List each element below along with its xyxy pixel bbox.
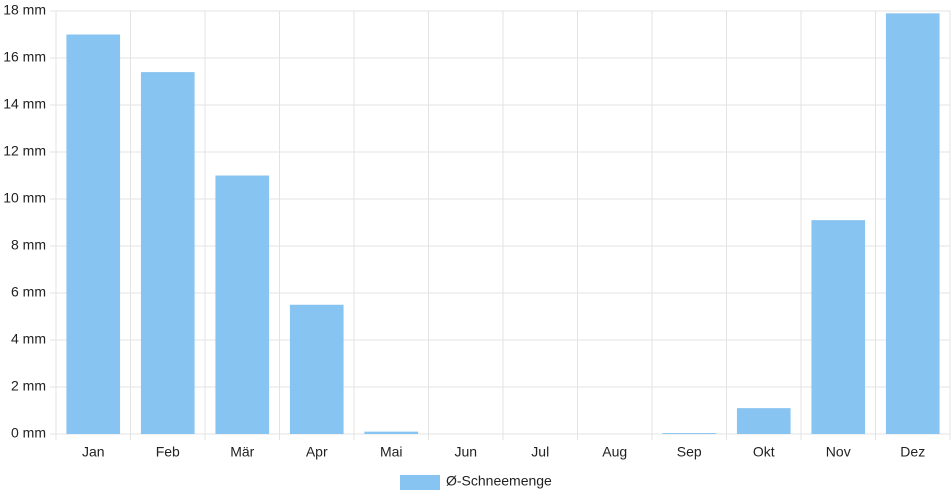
x-tick-label: Okt: [753, 444, 775, 460]
bar: [140, 72, 195, 434]
y-tick-label: 18 mm: [3, 2, 46, 18]
bar: [662, 433, 717, 434]
y-tick-label: 0 mm: [11, 425, 46, 441]
x-tick-label: Nov: [826, 444, 851, 460]
y-tick-label: 8 mm: [11, 237, 46, 253]
x-tick-label: Jun: [454, 444, 477, 460]
bar: [66, 34, 121, 434]
bar: [811, 220, 866, 434]
y-tick-label: 16 mm: [3, 49, 46, 65]
y-tick-label: 6 mm: [11, 284, 46, 300]
bar: [364, 431, 419, 434]
y-tick-label: 10 mm: [3, 190, 46, 206]
y-tick-label: 12 mm: [3, 143, 46, 159]
x-tick-label: Dez: [900, 444, 925, 460]
bar: [289, 304, 344, 434]
x-tick-label: Aug: [602, 444, 627, 460]
bar: [885, 13, 940, 434]
x-tick-label: Mai: [380, 444, 403, 460]
y-tick-label: 2 mm: [11, 378, 46, 394]
legend-label: Ø-Schneemenge: [446, 473, 552, 489]
x-tick-label: Sep: [677, 444, 702, 460]
y-tick-label: 14 mm: [3, 96, 46, 112]
bar: [736, 408, 791, 434]
bar: [215, 175, 270, 434]
y-tick-label: 4 mm: [11, 331, 46, 347]
x-tick-label: Apr: [306, 444, 328, 460]
legend-swatch: [400, 475, 440, 490]
x-tick-label: Jul: [531, 444, 549, 460]
x-tick-label: Feb: [156, 444, 180, 460]
x-tick-label: Jan: [82, 444, 105, 460]
x-tick-label: Mär: [230, 444, 254, 460]
